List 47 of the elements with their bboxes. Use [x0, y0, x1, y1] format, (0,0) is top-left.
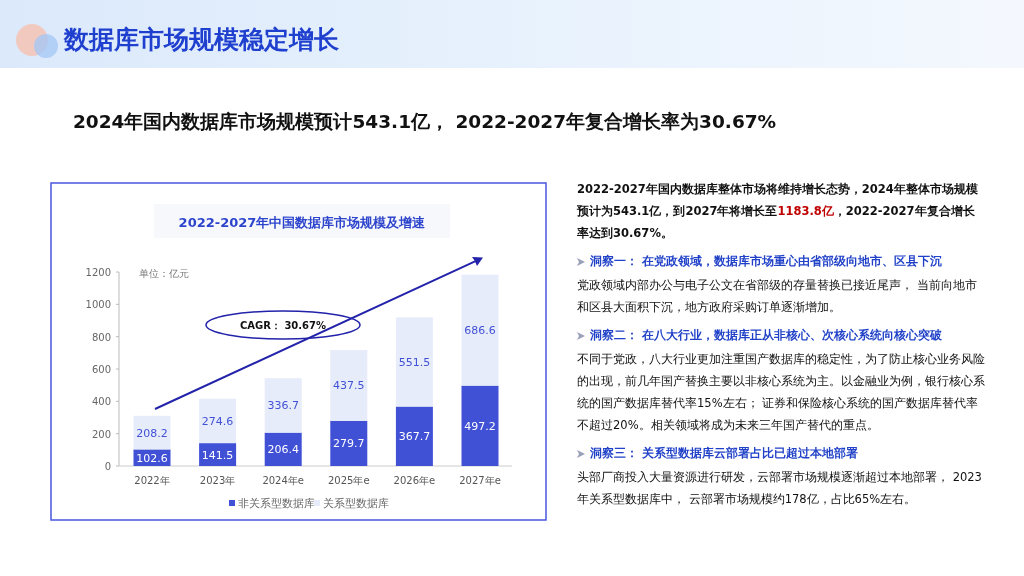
data-label: 274.6 — [201, 414, 234, 428]
bar — [461, 274, 499, 386]
data-label: 437.5 — [333, 379, 365, 393]
text: 洞察三： 关系型数据库云部署占比已超过本地部署 — [589, 445, 859, 462]
bar — [395, 317, 433, 407]
x-tick-label: 2026年e — [393, 475, 436, 486]
x-tick-label: 2025年e — [328, 475, 370, 486]
data-label: 686.6 — [464, 324, 496, 338]
x-tick-label: 2024年e — [262, 475, 304, 486]
y-tick-label: 800 — [91, 331, 111, 343]
text: 不同于党政，八大行业更加注重国产数据库的稳定性，为了防止核心业务风险的出现，前几年国产替换主要以非核心系统为主。以金融业为例，银行核心系统的国产数据库替代率15%左右； 证券和保险核心系统的国产数据库替代率不超过20%。相关领域将成为未来三年国产替代的重点。 — [577, 351, 985, 434]
y-tick-label: 400 — [91, 396, 111, 408]
data-label: 141.5 — [201, 448, 234, 462]
data-label: 497.2 — [464, 419, 496, 433]
annotation: CAGR： 30.67% — [239, 320, 327, 331]
bar — [330, 350, 368, 421]
data-label: 367.7 — [398, 430, 431, 444]
y-tick-label: 200 — [91, 428, 111, 440]
data-label: 206.4 — [267, 443, 299, 457]
y-tick-label: 600 — [91, 364, 111, 375]
x-tick-label: 2022年 — [134, 475, 170, 486]
legend-label: 关系型数据库 — [323, 497, 389, 509]
legend-label: 非关系型数据库 — [238, 497, 315, 509]
x-tick-label: 2023年 — [199, 475, 236, 486]
bar — [199, 398, 237, 444]
data-label: 208.2 — [136, 426, 168, 440]
data-label: 336.7 — [267, 399, 299, 413]
x-tick-label: 2027年e — [459, 475, 501, 486]
data-label: 102.6 — [136, 451, 168, 465]
text: 2022-2027年中国数据库市场规模及增速 — [178, 215, 427, 230]
text: 头部厂商投入大量资源进行研发，云部署市场规模逐渐超过本地部署， 2023年关系型数据库中， 云部署市场规模约178亿，占比65%左右。 — [577, 469, 983, 508]
text: 党政领域内部办公与电子公文在省部级的存量替换已接近尾声， 当前向地市和区县大面积下沉，地方政府采购订单逐渐增加。 — [577, 277, 978, 316]
y-tick-label: 0 — [104, 461, 111, 472]
chart-title: 数据库市场规模稳定增长 — [63, 25, 339, 54]
bar — [395, 406, 433, 466]
annotation: 单位：亿元 — [139, 268, 189, 279]
data-label: 551.5 — [398, 355, 431, 369]
text: 洞察一： 在党政领域，数据库市场重心由省部级向地市、区县下沉 — [589, 253, 943, 270]
text: 洞察二： 在八大行业，数据库正从非核心、次核心系统向核心突破 — [589, 327, 943, 344]
text: 1183.8亿 — [777, 204, 834, 218]
data-label: 279.7 — [333, 437, 365, 451]
bar — [264, 378, 302, 433]
chart-subtitle: 2024年国内数据库市场规模预计543.1亿， 2022-2027年复合增长率为30.67% — [73, 111, 777, 132]
bar — [330, 420, 368, 466]
y-tick-label: 1200 — [85, 267, 111, 278]
bar — [461, 385, 499, 466]
y-tick-label: 1000 — [85, 299, 111, 311]
